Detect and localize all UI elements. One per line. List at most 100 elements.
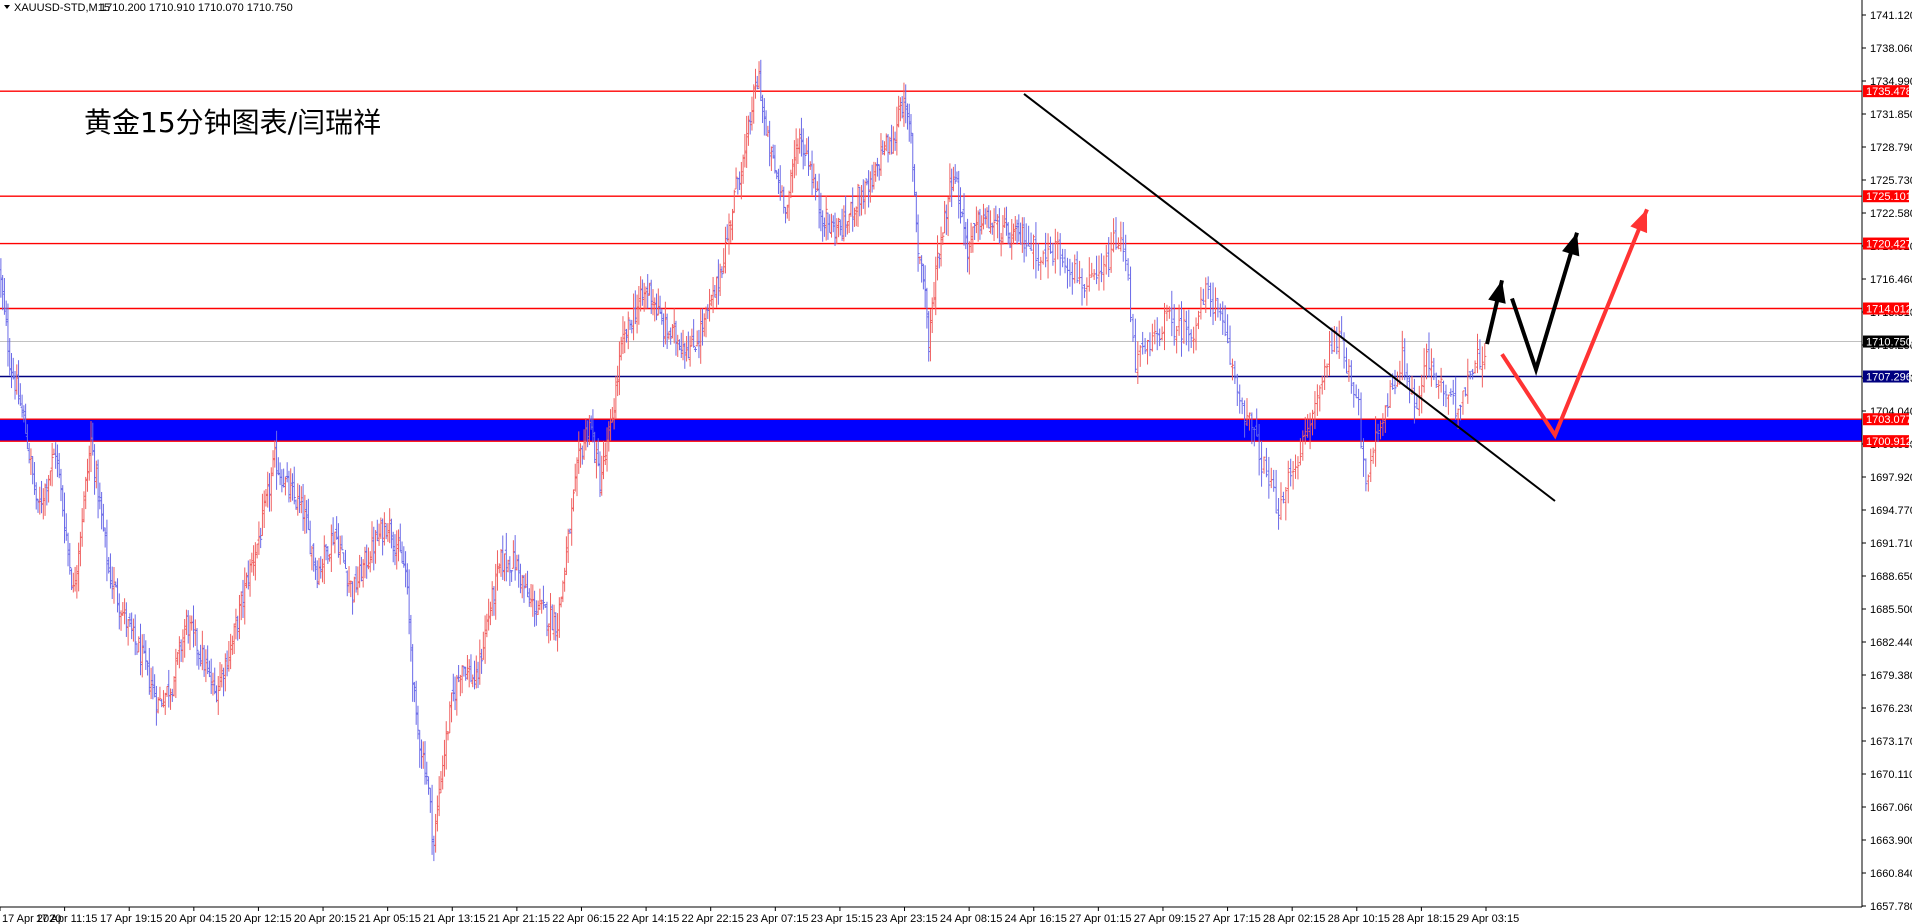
- candle: [1257, 423, 1261, 476]
- candle: [513, 535, 517, 581]
- candle: [847, 213, 851, 234]
- candle: [854, 206, 858, 227]
- candle: [112, 566, 116, 604]
- y-tick-label: 1716.460: [1870, 274, 1912, 286]
- candle: [729, 220, 733, 243]
- level-lines-layer: [0, 90, 1862, 442]
- candle: [59, 468, 63, 502]
- candle: [566, 528, 570, 563]
- candle: [660, 308, 664, 325]
- candle: [1179, 301, 1183, 357]
- arrow-1: [1485, 279, 1506, 345]
- candle: [1272, 469, 1276, 492]
- candle: [1478, 339, 1482, 370]
- candle: [1483, 343, 1487, 370]
- candle: [1194, 317, 1198, 351]
- x-tick-label: 17 Apr 2020: [2, 913, 61, 924]
- candle: [1019, 222, 1023, 245]
- candle: [1473, 360, 1477, 374]
- candle: [1068, 258, 1072, 287]
- candle: [1058, 233, 1062, 276]
- candle: [1211, 282, 1215, 326]
- candle: [285, 462, 289, 483]
- candle: [1170, 290, 1174, 337]
- y-tick-label: 1734.990: [1870, 76, 1912, 88]
- candle: [418, 730, 422, 768]
- candle: [999, 232, 1003, 257]
- candle: [1102, 255, 1106, 291]
- candle: [718, 263, 722, 297]
- candle: [941, 232, 945, 245]
- candle: [423, 741, 427, 785]
- candle: [236, 615, 240, 641]
- candle: [176, 651, 180, 665]
- candle: [1454, 376, 1458, 420]
- candle: [407, 569, 411, 635]
- candle: [158, 686, 162, 701]
- candle: [905, 103, 909, 130]
- candle: [151, 666, 155, 700]
- candle: [1221, 301, 1225, 335]
- candle: [1466, 358, 1470, 404]
- candle: [538, 588, 542, 611]
- candle: [2, 278, 6, 315]
- candle: [1383, 405, 1387, 433]
- y-tick-label: 1660.840: [1870, 868, 1912, 880]
- candle: [225, 650, 229, 677]
- candle: [923, 265, 927, 308]
- candle: [29, 448, 33, 475]
- candle: [471, 674, 475, 688]
- candle: [1126, 258, 1130, 281]
- x-tick-label: 22 Apr 14:15: [617, 913, 679, 924]
- candle: [877, 164, 881, 181]
- candle: [336, 523, 340, 558]
- candle: [276, 457, 280, 476]
- candle: [745, 115, 749, 168]
- dropdown-icon[interactable]: [4, 5, 10, 9]
- current-price-tag-bg: [1863, 335, 1909, 348]
- candle: [73, 566, 77, 592]
- candle: [639, 276, 643, 312]
- candle: [799, 117, 803, 157]
- candle: [1388, 380, 1392, 409]
- candle: [651, 289, 655, 316]
- candle: [84, 476, 88, 510]
- candle: [206, 645, 210, 675]
- candle: [488, 601, 492, 626]
- candle: [227, 640, 231, 672]
- candle: [943, 200, 947, 234]
- candle: [776, 168, 780, 195]
- candle: [298, 484, 302, 514]
- candle: [662, 313, 666, 348]
- candle: [41, 488, 45, 520]
- y-tick-label: 1694.770: [1870, 505, 1912, 517]
- candle: [587, 414, 591, 446]
- candle: [909, 114, 913, 144]
- candle: [1437, 379, 1441, 399]
- x-tick-label: 24 Apr 16:15: [1005, 913, 1067, 924]
- candle: [199, 644, 203, 667]
- current-price-tag-text: 1710.750: [1866, 337, 1912, 349]
- candle: [101, 503, 105, 532]
- candle: [1061, 248, 1065, 268]
- candle: [594, 442, 598, 479]
- candle: [1004, 206, 1008, 236]
- candle: [243, 567, 247, 625]
- candle: [200, 630, 204, 671]
- candle: [324, 543, 328, 561]
- candle: [375, 519, 379, 542]
- candle: [996, 214, 1000, 239]
- candle: [123, 598, 127, 625]
- candle: [1206, 276, 1210, 299]
- candle: [518, 563, 522, 594]
- candle: [1352, 382, 1356, 408]
- candle: [404, 551, 408, 588]
- candle: [1247, 412, 1251, 431]
- candle: [1328, 331, 1332, 376]
- candle: [315, 560, 319, 589]
- candle: [282, 468, 286, 488]
- arrow-head: [1488, 280, 1506, 304]
- candle: [296, 483, 300, 516]
- candle: [114, 581, 118, 588]
